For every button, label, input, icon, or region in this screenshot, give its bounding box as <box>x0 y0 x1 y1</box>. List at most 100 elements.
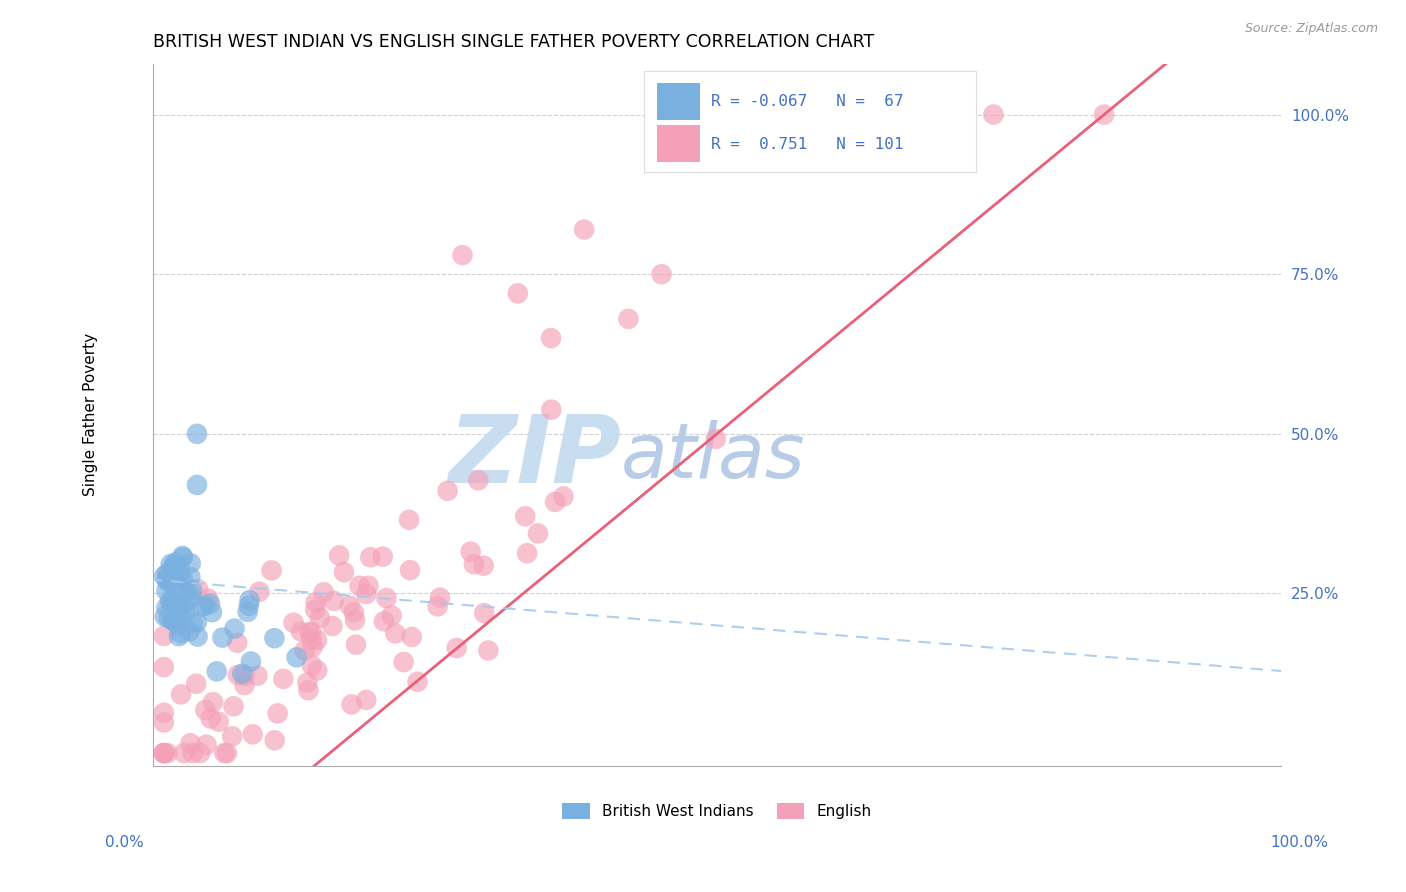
FancyBboxPatch shape <box>657 83 700 120</box>
Point <box>215 746 238 760</box>
Point <box>163 596 186 610</box>
Point <box>381 608 404 623</box>
Point <box>298 625 321 640</box>
Text: 100.0%: 100.0% <box>1271 836 1329 850</box>
Point <box>349 579 371 593</box>
Point <box>152 715 174 730</box>
Point <box>159 557 181 571</box>
Point <box>181 746 204 760</box>
Point <box>187 582 209 597</box>
Point <box>231 666 253 681</box>
Point <box>359 550 381 565</box>
Point <box>328 549 350 563</box>
Point <box>165 566 187 580</box>
Point <box>179 736 201 750</box>
Point <box>157 611 180 625</box>
Point <box>242 727 264 741</box>
Point <box>401 630 423 644</box>
Point <box>239 593 262 607</box>
Point <box>153 569 176 583</box>
Text: 0.0%: 0.0% <box>105 836 145 850</box>
Point <box>527 526 550 541</box>
Point <box>172 598 194 612</box>
Point <box>170 687 193 701</box>
Point <box>152 746 174 760</box>
Point <box>283 615 305 630</box>
Point <box>167 567 190 582</box>
Point <box>169 601 191 615</box>
Point <box>271 672 294 686</box>
Point <box>174 605 197 619</box>
Point <box>162 560 184 574</box>
Point <box>516 546 538 560</box>
Point <box>246 668 269 682</box>
Point <box>156 566 179 581</box>
Point <box>180 591 202 605</box>
Point <box>343 605 366 619</box>
Point <box>392 655 415 669</box>
Point <box>572 222 595 236</box>
Point <box>309 611 332 625</box>
Point <box>344 638 367 652</box>
Point <box>176 585 198 599</box>
Point <box>172 549 194 563</box>
FancyBboxPatch shape <box>644 70 976 172</box>
Point <box>152 746 174 760</box>
Point <box>451 248 474 262</box>
Point <box>167 604 190 618</box>
Point <box>301 624 323 639</box>
Point <box>181 616 204 631</box>
Point <box>472 606 495 620</box>
Text: R = -0.067   N =  67: R = -0.067 N = 67 <box>711 94 904 109</box>
Point <box>617 312 640 326</box>
Point <box>371 549 394 564</box>
Point <box>426 599 449 614</box>
Point <box>188 746 211 760</box>
Point <box>285 650 308 665</box>
Point <box>179 570 201 584</box>
Point <box>163 614 186 628</box>
Point <box>186 615 208 630</box>
Point <box>181 582 204 597</box>
Point <box>506 286 529 301</box>
Point <box>173 746 195 760</box>
Point <box>152 629 174 643</box>
Point <box>155 583 177 598</box>
Point <box>156 746 179 760</box>
Point <box>190 599 212 614</box>
Point <box>186 426 208 441</box>
Point <box>263 733 285 747</box>
Point <box>983 107 1005 121</box>
Point <box>239 655 262 669</box>
FancyBboxPatch shape <box>657 125 700 161</box>
Point <box>205 665 228 679</box>
Point <box>544 495 567 509</box>
Legend: British West Indians, English: British West Indians, English <box>557 797 877 825</box>
Point <box>169 586 191 600</box>
Point <box>222 699 245 714</box>
Point <box>406 674 429 689</box>
Point <box>195 738 218 752</box>
Point <box>224 622 246 636</box>
Point <box>152 706 174 720</box>
Point <box>166 618 188 632</box>
Point <box>162 614 184 628</box>
Point <box>163 559 186 574</box>
Point <box>238 599 260 613</box>
Point <box>194 703 217 717</box>
Text: Single Father Poverty: Single Father Poverty <box>83 333 98 496</box>
Point <box>297 683 319 698</box>
Point <box>174 598 197 612</box>
Point <box>247 584 270 599</box>
Point <box>436 483 458 498</box>
Text: BRITISH WEST INDIAN VS ENGLISH SINGLE FATHER POVERTY CORRELATION CHART: BRITISH WEST INDIAN VS ENGLISH SINGLE FA… <box>153 33 875 51</box>
Point <box>373 615 395 629</box>
Point <box>208 714 231 729</box>
Point <box>398 513 420 527</box>
Point <box>312 585 335 599</box>
Point <box>165 555 187 569</box>
Point <box>322 594 344 608</box>
Point <box>172 550 194 565</box>
Point <box>357 579 380 593</box>
Point <box>226 668 249 682</box>
